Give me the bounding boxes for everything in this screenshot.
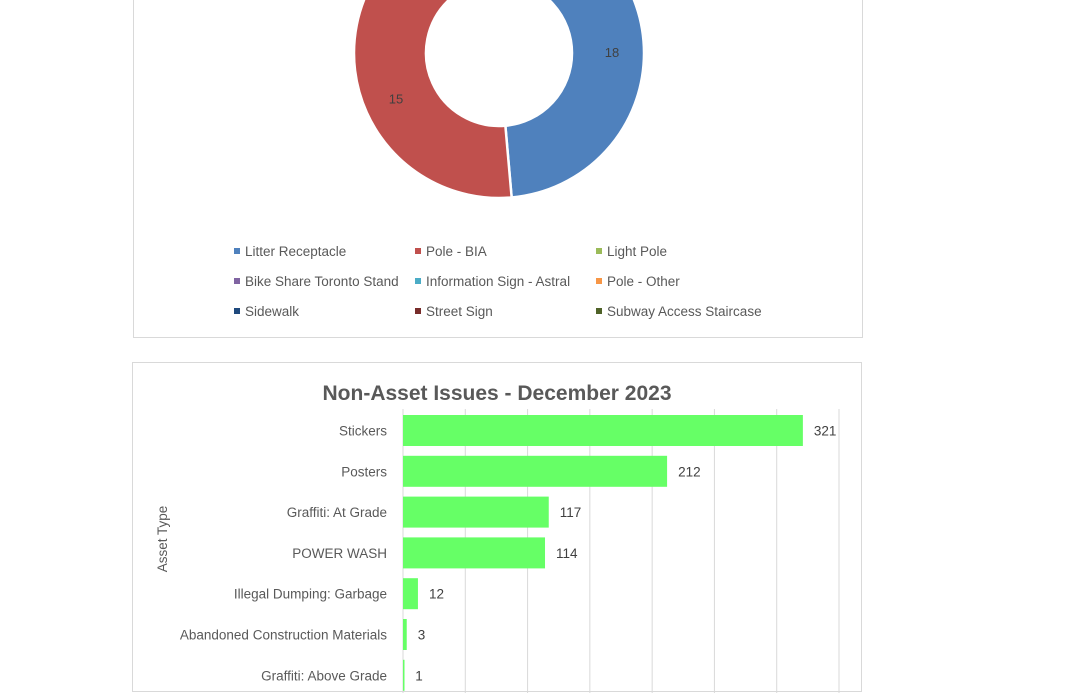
category-label-stickers: Stickers [339, 424, 387, 439]
legend-label-pole-bia: Pole - BIA [426, 244, 487, 259]
category-label-illegal-dumping-garbage: Illegal Dumping: Garbage [234, 587, 387, 602]
legend-label-subway-access-staircase: Subway Access Staircase [607, 304, 762, 319]
legend-item-information-sign-astral: Information Sign - Astral [415, 274, 570, 289]
bar-illegal-dumping-garbage [403, 578, 418, 609]
legend-item-pole-bia: Pole - BIA [415, 244, 487, 259]
value-label-illegal-dumping-garbage: 12 [429, 587, 444, 602]
value-label-stickers: 321 [814, 424, 837, 439]
category-label-graffiti-at-grade: Graffiti: At Grade [287, 505, 387, 520]
legend-item-street-sign: Street Sign [415, 304, 493, 319]
legend-label-litter-receptacle: Litter Receptacle [245, 244, 346, 259]
bar-abandoned-construction-materials [403, 619, 407, 650]
legend-label-information-sign-astral: Information Sign - Astral [426, 274, 570, 289]
donut-slice-litter-receptacle [505, 0, 644, 197]
legend-label-sidewalk: Sidewalk [245, 304, 299, 319]
bar-posters [403, 456, 667, 487]
legend-item-litter-receptacle: Litter Receptacle [234, 244, 346, 259]
legend-swatch-street-sign [415, 308, 421, 314]
slice-value-label-litter-receptacle: 18 [605, 45, 619, 60]
legend-label-pole-other: Pole - Other [607, 274, 680, 289]
legend-swatch-light-pole [596, 248, 602, 254]
chart-title: Non-Asset Issues - December 2023 [323, 382, 672, 405]
value-label-graffiti-at-grade: 117 [560, 505, 582, 520]
legend-swatch-pole-other [596, 278, 602, 284]
legend-item-light-pole: Light Pole [596, 244, 667, 259]
legend-swatch-information-sign-astral [415, 278, 421, 284]
slice-value-label-pole-bia: 15 [389, 91, 403, 106]
legend-item-sidewalk: Sidewalk [234, 304, 299, 319]
bar-power-wash [403, 537, 545, 568]
legend-swatch-sidewalk [234, 308, 240, 314]
legend-item-pole-other: Pole - Other [596, 274, 680, 289]
value-label-power-wash: 114 [556, 546, 578, 561]
value-label-graffiti-above-grade: 1 [415, 668, 423, 683]
value-label-abandoned-construction-materials: 3 [418, 628, 426, 643]
donut-legend: Litter Receptacle Pole - BIA Light Pole Bik… [234, 244, 762, 319]
legend-label-light-pole: Light Pole [607, 244, 667, 259]
legend-label-street-sign: Street Sign [426, 304, 493, 319]
y-axis-title: Asset Type [155, 506, 170, 573]
legend-swatch-litter-receptacle [234, 248, 240, 254]
bar-graffiti-at-grade [403, 497, 549, 528]
legend-swatch-pole-bia [415, 248, 421, 254]
legend-label-bike-share-toronto-stand: Bike Share Toronto Stand [245, 274, 399, 289]
category-label-abandoned-construction-materials: Abandoned Construction Materials [180, 628, 387, 643]
legend-swatch-subway-access-staircase [596, 308, 602, 314]
category-label-power-wash: POWER WASH [292, 546, 387, 561]
legend-swatch-bike-share-toronto-stand [234, 278, 240, 284]
category-label-posters: Posters [341, 464, 387, 479]
category-label-graffiti-above-grade: Graffiti: Above Grade [261, 668, 387, 683]
bar-chart: Non-Asset Issues - December 2023 Sticker… [133, 363, 863, 693]
bar-stickers [403, 415, 803, 446]
legend-item-bike-share-toronto-stand: Bike Share Toronto Stand [234, 274, 399, 289]
bar-graffiti-above-grade [403, 660, 405, 691]
bar-category-labels: Stickers Posters Graffiti: At Grade POWER W… [180, 424, 387, 684]
legend-item-subway-access-staircase: Subway Access Staircase [596, 304, 762, 319]
value-label-posters: 212 [678, 464, 701, 479]
non-asset-bar-chart-panel: Non-Asset Issues - December 2023 Sticker… [132, 362, 862, 692]
donut-slice-pole-bia [354, 0, 512, 198]
bar-bars [403, 415, 803, 691]
